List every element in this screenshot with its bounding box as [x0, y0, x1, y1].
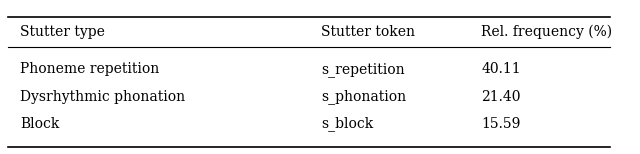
- Text: 40.11: 40.11: [481, 62, 521, 76]
- Text: Stutter type: Stutter type: [20, 25, 105, 39]
- Text: Rel. frequency (%): Rel. frequency (%): [481, 24, 612, 39]
- Text: s_block: s_block: [321, 116, 374, 131]
- Text: s_repetition: s_repetition: [321, 62, 405, 77]
- Text: 21.40: 21.40: [481, 90, 521, 104]
- Text: s_phonation: s_phonation: [321, 89, 406, 104]
- Text: Phoneme repetition: Phoneme repetition: [20, 62, 159, 76]
- Text: 15.59: 15.59: [481, 117, 520, 131]
- Text: Stutter token: Stutter token: [321, 25, 415, 39]
- Text: Dysrhythmic phonation: Dysrhythmic phonation: [20, 90, 185, 104]
- Text: Block: Block: [20, 117, 60, 131]
